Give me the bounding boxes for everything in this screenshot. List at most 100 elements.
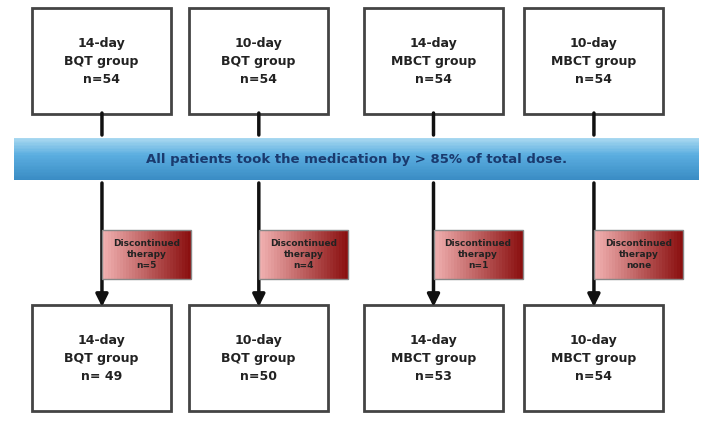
Bar <box>436 230 439 279</box>
Bar <box>292 230 294 279</box>
Bar <box>446 230 448 279</box>
Bar <box>14 163 699 165</box>
Bar <box>14 173 699 175</box>
Bar <box>602 230 606 279</box>
Bar <box>502 230 505 279</box>
Bar <box>14 156 699 158</box>
Bar <box>114 230 117 279</box>
Bar <box>434 230 523 279</box>
Bar <box>469 230 472 279</box>
Text: 14-day
MBCT group
n=54: 14-day MBCT group n=54 <box>391 37 476 86</box>
Bar <box>259 230 348 279</box>
Bar <box>117 230 120 279</box>
Bar <box>627 230 630 279</box>
Bar <box>315 230 318 279</box>
Bar <box>612 230 615 279</box>
Bar <box>297 230 300 279</box>
Bar <box>635 230 639 279</box>
Bar <box>14 162 699 163</box>
Bar <box>484 230 487 279</box>
Bar <box>262 230 265 279</box>
Bar <box>282 230 285 279</box>
Bar <box>161 230 164 279</box>
Bar <box>321 230 324 279</box>
Text: Discontinued
therapy
n=5: Discontinued therapy n=5 <box>113 239 180 270</box>
Bar <box>123 230 125 279</box>
Bar <box>653 230 656 279</box>
FancyBboxPatch shape <box>524 305 663 411</box>
Bar <box>639 230 642 279</box>
Bar <box>14 155 699 156</box>
Bar <box>14 143 699 145</box>
Bar <box>14 139 699 141</box>
Text: 10-day
BQT group
n=54: 10-day BQT group n=54 <box>221 37 296 86</box>
Bar <box>508 230 511 279</box>
Bar <box>609 230 612 279</box>
Bar <box>656 230 660 279</box>
Text: 10-day
MBCT group
n=54: 10-day MBCT group n=54 <box>551 37 636 86</box>
Bar <box>307 230 309 279</box>
Bar <box>14 145 699 146</box>
Bar <box>499 230 502 279</box>
Bar <box>14 138 699 139</box>
Bar <box>309 230 312 279</box>
Bar <box>14 149 699 151</box>
Bar <box>505 230 508 279</box>
Bar <box>665 230 668 279</box>
Bar <box>14 179 699 180</box>
Bar <box>14 165 699 166</box>
Bar <box>642 230 645 279</box>
Bar <box>14 153 699 155</box>
Bar <box>183 230 185 279</box>
Bar <box>624 230 627 279</box>
Text: Discontinued
therapy
none: Discontinued therapy none <box>605 239 672 270</box>
Bar <box>333 230 336 279</box>
Bar <box>520 230 523 279</box>
Bar <box>597 230 600 279</box>
Bar <box>188 230 191 279</box>
Bar <box>294 230 297 279</box>
Bar <box>680 230 683 279</box>
Bar <box>330 230 333 279</box>
Bar <box>271 230 274 279</box>
FancyBboxPatch shape <box>524 8 663 114</box>
Bar <box>285 230 289 279</box>
Bar <box>481 230 484 279</box>
Bar <box>318 230 321 279</box>
Bar <box>176 230 179 279</box>
FancyBboxPatch shape <box>32 305 171 411</box>
Bar <box>140 230 143 279</box>
Bar <box>645 230 647 279</box>
Bar <box>138 230 140 279</box>
Bar <box>14 170 699 172</box>
Bar <box>439 230 442 279</box>
Bar <box>170 230 173 279</box>
Bar <box>339 230 342 279</box>
Text: 14-day
MBCT group
n=53: 14-day MBCT group n=53 <box>391 334 476 383</box>
Text: 10-day
MBCT group
n=54: 10-day MBCT group n=54 <box>551 334 636 383</box>
FancyBboxPatch shape <box>189 305 328 411</box>
Bar <box>147 230 150 279</box>
Bar <box>671 230 674 279</box>
Bar <box>14 158 699 159</box>
Bar <box>14 167 699 169</box>
Bar <box>324 230 327 279</box>
Bar <box>158 230 161 279</box>
Text: All patients took the medication by > 85% of total dose.: All patients took the medication by > 85… <box>146 153 567 165</box>
Bar <box>168 230 170 279</box>
Bar <box>454 230 457 279</box>
Bar <box>128 230 132 279</box>
Bar <box>164 230 168 279</box>
Bar <box>463 230 466 279</box>
Bar <box>490 230 493 279</box>
FancyBboxPatch shape <box>32 8 171 114</box>
Bar <box>461 230 463 279</box>
Bar <box>600 230 602 279</box>
Bar <box>677 230 680 279</box>
Bar <box>108 230 111 279</box>
Bar <box>173 230 176 279</box>
Bar <box>14 160 699 162</box>
Bar <box>632 230 635 279</box>
Bar <box>14 175 699 176</box>
Bar <box>132 230 135 279</box>
